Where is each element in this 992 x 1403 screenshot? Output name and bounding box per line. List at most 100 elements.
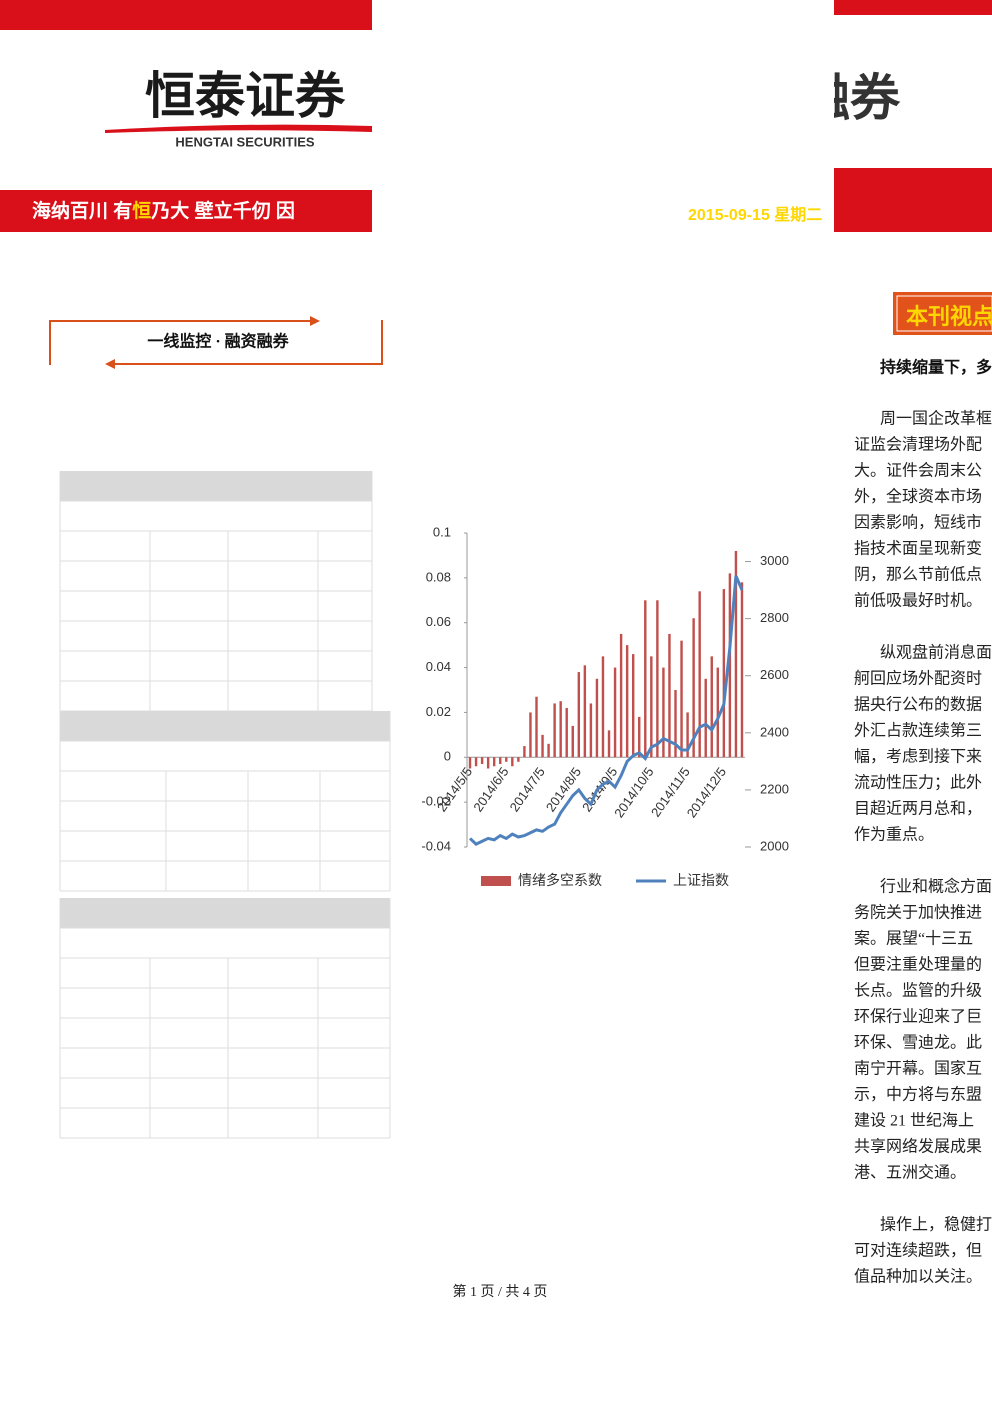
bar	[517, 757, 520, 762]
body-line: 环保、雪迪龙。此	[854, 1034, 982, 1052]
bar	[638, 716, 641, 758]
bar	[607, 730, 611, 758]
body-line: 指技术面呈现新变	[854, 540, 982, 558]
x-tick-label: 2014/6/5	[470, 764, 511, 814]
bar	[704, 678, 707, 758]
bar	[577, 672, 581, 758]
y-tick-label: 0.02	[426, 704, 451, 719]
bar	[686, 712, 689, 758]
section-label: 一线监控 · 融资融券	[147, 332, 289, 351]
bar	[499, 757, 502, 765]
body-line: 行业和概念方面	[880, 877, 992, 896]
bar	[674, 690, 677, 758]
bar	[601, 656, 605, 758]
bar	[698, 591, 701, 758]
heading-box	[893, 292, 992, 335]
y-tick-label: 0.06	[426, 614, 451, 629]
article-lead: 持续缩量下，多	[880, 358, 992, 377]
x-tick-label: 2014/7/5	[507, 764, 548, 814]
body-line: 但要注重处理量的	[854, 956, 982, 974]
body-line: 案。展望“十三五	[854, 930, 973, 948]
y2-tick-label: 2600	[760, 667, 789, 682]
y-tick-label: 0	[444, 749, 451, 764]
bar	[619, 633, 623, 758]
body-line: 阴，那么节前低点	[854, 566, 982, 584]
body-line: 流动性压力；此外	[854, 774, 982, 792]
body-line: 外，全球资本市场	[854, 488, 982, 506]
body-line: 证监会清理场外配	[854, 436, 982, 454]
body-line: 环保行业迎来了巨	[854, 1008, 982, 1026]
bar	[547, 743, 550, 758]
body-line: 幅，考虑到接下来	[854, 748, 982, 766]
table-header-row	[60, 711, 390, 741]
bar	[710, 656, 713, 758]
y2-tick-label: 2200	[760, 781, 789, 796]
banner-right	[834, 168, 992, 232]
body-line: 共享网络发展成果	[854, 1137, 982, 1156]
bar	[740, 582, 744, 758]
header-gap	[372, 0, 834, 160]
legend-swatch	[481, 876, 511, 886]
body-line: 港、五洲交通。	[854, 1164, 966, 1182]
y-tick-label: 0.08	[426, 569, 451, 584]
body-line: 示，中方将与东盟	[854, 1086, 982, 1104]
bar	[523, 746, 526, 758]
body-line: 操作上，稳健打	[880, 1216, 992, 1234]
body-line: 纵观盘前消息面	[880, 643, 992, 662]
y-tick-label: -0.02	[421, 794, 451, 809]
bar	[535, 696, 538, 758]
bar	[553, 703, 556, 758]
bar	[722, 589, 726, 758]
bar	[692, 618, 695, 758]
bar	[541, 734, 544, 758]
bar	[565, 707, 568, 758]
x-tick-label: 2014/5/5	[434, 764, 475, 814]
bar	[680, 640, 683, 758]
body-line: 值品种加以关注。	[854, 1268, 982, 1286]
legend-label: 上证指数	[673, 873, 729, 889]
body-line: 建设 21 世纪海上	[854, 1112, 974, 1130]
bar	[492, 757, 496, 767]
slogan: 海纳百川 有恒乃大 壁立千仞 因	[32, 199, 295, 222]
body-line: 周一国企改革框	[880, 410, 992, 428]
bar	[644, 600, 647, 758]
y2-tick-label: 2000	[760, 838, 789, 853]
y2-tick-label: 2800	[760, 610, 789, 625]
top-stripe-right	[834, 0, 992, 15]
bar	[486, 757, 490, 769]
bar	[716, 667, 720, 758]
legend-label: 情绪多空系数	[518, 872, 602, 889]
bar	[656, 600, 659, 758]
bar	[650, 656, 653, 758]
chart: -0.04 -0.02 0 0.02 0.04 0.06 0.08 0.1 2000 2200 24…	[421, 524, 789, 889]
body-line: 外汇占款连续第三	[854, 722, 982, 740]
body-line: 作为重点。	[854, 826, 934, 844]
body-line: 务院关于加快推进	[854, 904, 982, 922]
heading-frame	[896, 295, 992, 332]
tables	[59, 471, 391, 1139]
bar	[571, 725, 574, 758]
bar	[662, 667, 665, 758]
date: 2015-09-15 星期二	[688, 205, 822, 224]
bar	[589, 703, 593, 758]
bar	[668, 633, 671, 758]
body-line: 大。证件会周末公	[854, 462, 982, 480]
slogan-part: 恒	[132, 200, 151, 222]
body-line: 长点。监管的升级	[854, 982, 982, 1000]
y-tick-label: 0.04	[426, 659, 451, 674]
article-body: 周一国企改革框证监会清理场外配大。证件会周末公外，全球资本市场因素影响，短线市指…	[854, 410, 992, 1286]
bar	[734, 550, 738, 758]
y-tick-label: 0.1	[433, 524, 451, 539]
bar	[559, 701, 562, 758]
bar	[529, 712, 532, 758]
slogan-part: 海纳百川 有	[32, 199, 132, 222]
body-line: 舸回应场外配资时	[854, 669, 982, 688]
bar	[468, 757, 472, 769]
logo-swoosh	[105, 124, 372, 133]
body-line: 因素影响，短线市	[854, 514, 982, 532]
article-heading: 本刊视点	[906, 304, 992, 329]
y2-tick-label: 2400	[760, 724, 789, 739]
arrow	[105, 359, 115, 369]
